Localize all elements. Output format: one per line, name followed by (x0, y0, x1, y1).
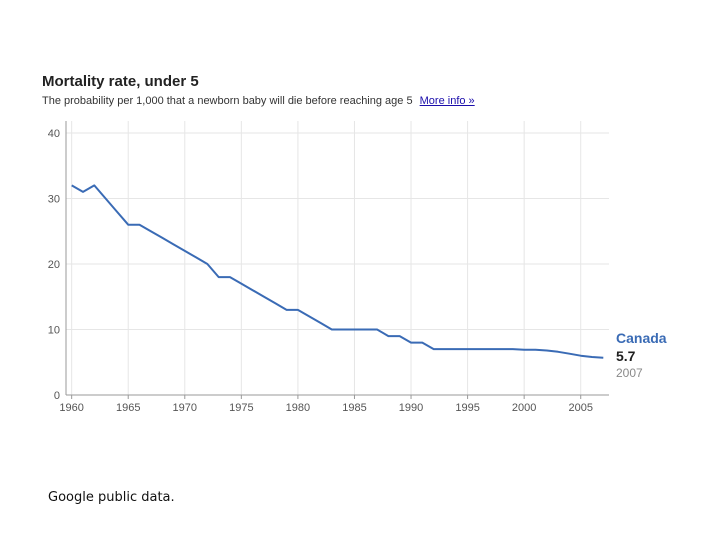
series-line (71, 184, 604, 359)
y-tick-label: 0 (54, 390, 60, 402)
y-tick-label: 10 (48, 325, 60, 337)
end-label-year: 2007 (616, 366, 643, 380)
end-label-value: 5.7 (616, 348, 636, 364)
more-info-link[interactable]: More info » (419, 95, 475, 107)
y-tick-label: 20 (48, 259, 60, 271)
series-lines (71, 184, 604, 359)
tick-labels: 0 10 20 30 40 1960 1965 1970 1975 1980 1985 1990 199… (48, 128, 593, 414)
x-tick-label: 1975 (229, 402, 253, 414)
x-tick-label: 1970 (173, 402, 197, 414)
x-tick-label: 1990 (399, 402, 423, 414)
end-label-name: Canada (616, 330, 667, 346)
x-tick-label: 1985 (342, 402, 366, 414)
axes (65, 121, 609, 399)
chart-title: Mortality rate, under 5 (42, 73, 199, 90)
y-tick-label: 40 (48, 128, 60, 140)
x-tick-label: 1995 (455, 402, 479, 414)
x-tick-label: 1965 (116, 402, 140, 414)
x-tick-label: 2000 (512, 402, 536, 414)
grid-lines (66, 121, 609, 396)
x-tick-label: 2005 (568, 402, 592, 414)
subtitle-text: The probability per 1,000 that a newborn… (42, 95, 413, 107)
source-note: Google public data. (48, 490, 175, 505)
chart-subtitle: The probability per 1,000 that a newborn… (42, 95, 475, 107)
y-tick-label: 30 (48, 194, 60, 206)
x-tick-label: 1960 (59, 402, 83, 414)
end-label: Canada 5.7 2007 (616, 330, 667, 380)
x-tick-label: 1980 (286, 402, 310, 414)
